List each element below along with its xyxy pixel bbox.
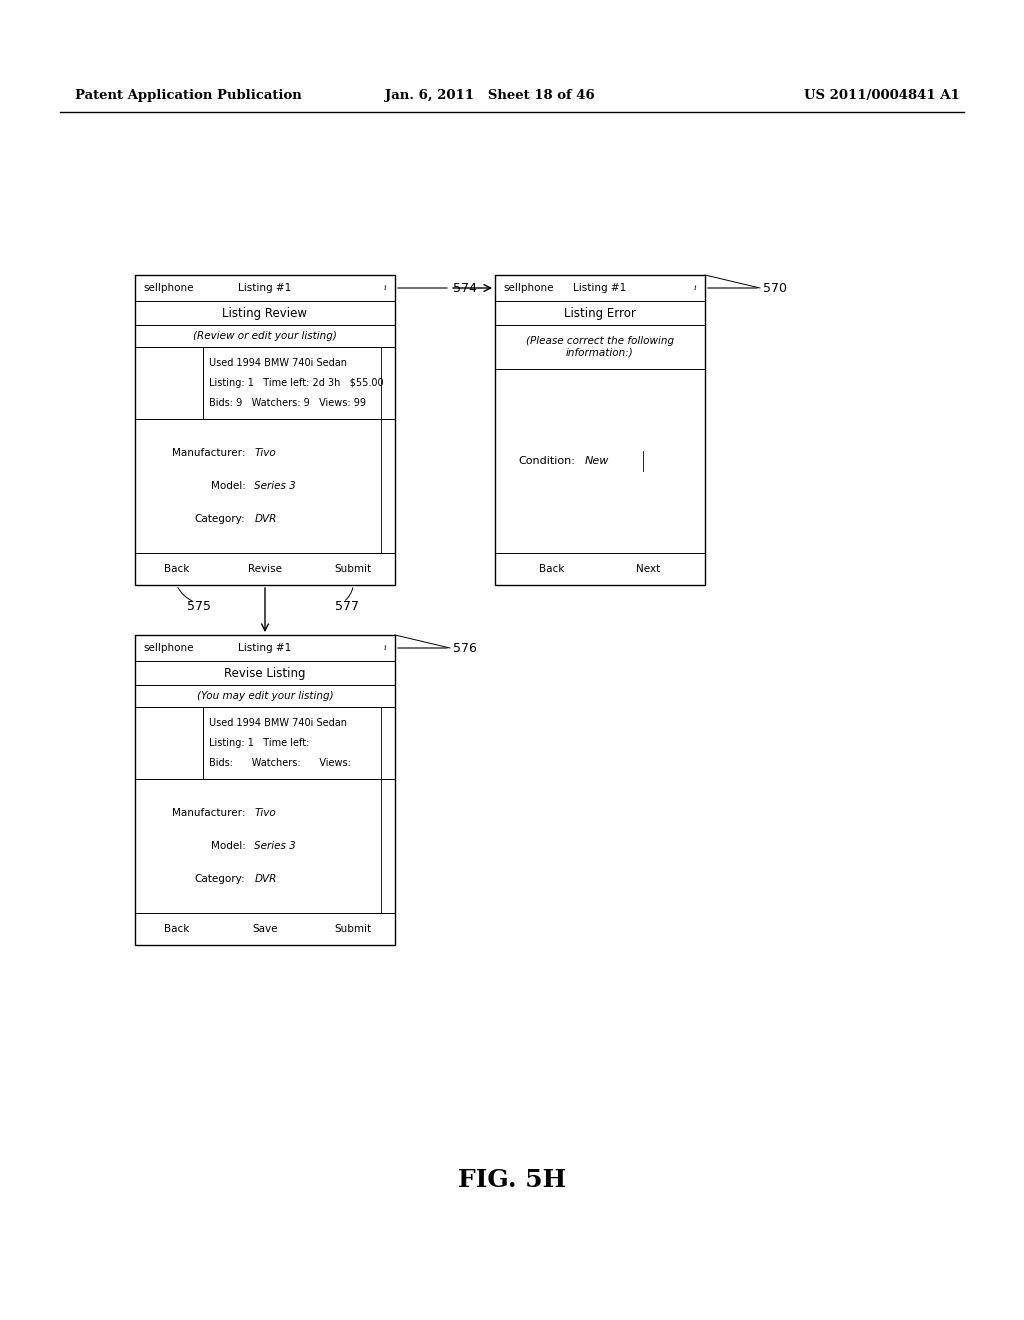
Bar xyxy=(155,730,162,733)
Text: (Review or edit your listing): (Review or edit your listing) xyxy=(194,331,337,341)
FancyBboxPatch shape xyxy=(510,556,594,582)
Text: Category:: Category: xyxy=(195,874,246,884)
Text: Listing: 1   Time left: 2d 3h   $55.00: Listing: 1 Time left: 2d 3h $55.00 xyxy=(209,378,384,388)
Text: Series 3: Series 3 xyxy=(254,480,296,491)
FancyBboxPatch shape xyxy=(606,556,690,582)
FancyBboxPatch shape xyxy=(317,916,389,942)
Bar xyxy=(368,642,370,653)
Text: DVR: DVR xyxy=(254,515,276,524)
Bar xyxy=(368,282,370,293)
Text: Manufacturer:: Manufacturer: xyxy=(172,808,246,817)
Bar xyxy=(135,635,395,945)
Text: Listing #1: Listing #1 xyxy=(573,282,627,293)
FancyBboxPatch shape xyxy=(317,556,389,582)
Bar xyxy=(365,644,367,653)
Text: Back: Back xyxy=(539,564,564,574)
Text: Used 1994 BMW 740i Sedan: Used 1994 BMW 740i Sedan xyxy=(209,718,347,727)
Bar xyxy=(250,837,358,855)
Polygon shape xyxy=(384,902,391,909)
Text: US 2011/0004841 A1: US 2011/0004841 A1 xyxy=(804,88,961,102)
Text: Listing Review: Listing Review xyxy=(222,306,307,319)
Text: (You may edit your listing): (You may edit your listing) xyxy=(197,690,334,701)
Bar xyxy=(381,418,395,553)
Text: Model:: Model: xyxy=(211,841,246,851)
Bar xyxy=(678,282,680,293)
Text: DVR: DVR xyxy=(254,874,276,884)
Text: Used 1994 BMW 740i Sedan: Used 1994 BMW 740i Sedan xyxy=(209,358,347,368)
Bar xyxy=(365,285,367,293)
Text: Submit: Submit xyxy=(335,564,372,574)
Text: Tivo: Tivo xyxy=(254,447,276,458)
Text: Model:: Model: xyxy=(211,480,246,491)
Text: 577: 577 xyxy=(336,601,359,612)
Text: Tivo: Tivo xyxy=(254,808,276,817)
Text: Next: Next xyxy=(636,564,660,574)
Bar xyxy=(671,288,673,293)
Text: FIG. 5H: FIG. 5H xyxy=(458,1168,566,1192)
Text: Listing #1: Listing #1 xyxy=(239,643,292,653)
Bar xyxy=(155,370,162,372)
Text: Condition:: Condition: xyxy=(518,455,574,466)
FancyBboxPatch shape xyxy=(229,916,301,942)
Bar xyxy=(381,708,395,779)
Text: Category:: Category: xyxy=(195,515,246,524)
Text: sellphone: sellphone xyxy=(143,282,194,293)
Bar xyxy=(135,275,395,585)
Text: Patent Application Publication: Patent Application Publication xyxy=(75,88,302,102)
Bar xyxy=(579,451,658,471)
Text: 574: 574 xyxy=(453,281,477,294)
Bar xyxy=(495,275,705,585)
Polygon shape xyxy=(384,711,391,718)
FancyBboxPatch shape xyxy=(140,916,212,942)
Text: Listing #1: Listing #1 xyxy=(239,282,292,293)
Text: Bids:      Watchers:      Views:: Bids: Watchers: Views: xyxy=(209,758,351,768)
Text: sellphone: sellphone xyxy=(143,643,194,653)
Bar xyxy=(154,733,184,754)
Text: Save: Save xyxy=(252,924,278,935)
Bar xyxy=(154,372,184,393)
Text: Bids: 9   Watchers: 9   Views: 99: Bids: 9 Watchers: 9 Views: 99 xyxy=(209,399,366,408)
Text: i: i xyxy=(384,285,386,293)
Bar xyxy=(667,290,670,293)
FancyBboxPatch shape xyxy=(229,556,301,582)
Bar xyxy=(250,870,358,888)
Text: i: i xyxy=(384,644,386,652)
Text: Manufacturer:: Manufacturer: xyxy=(172,447,246,458)
Text: Back: Back xyxy=(164,924,189,935)
Bar xyxy=(357,290,359,293)
Text: 570: 570 xyxy=(763,281,787,294)
Bar xyxy=(381,779,395,913)
Text: i: i xyxy=(693,285,696,293)
Text: Revise Listing: Revise Listing xyxy=(224,667,306,680)
Bar xyxy=(360,288,362,293)
Text: Back: Back xyxy=(164,564,189,574)
Text: sellphone: sellphone xyxy=(503,282,554,293)
Bar xyxy=(250,804,358,821)
Text: Submit: Submit xyxy=(335,924,372,935)
Text: New: New xyxy=(585,455,609,466)
Bar xyxy=(250,477,358,495)
Bar xyxy=(381,347,395,418)
Polygon shape xyxy=(384,351,391,358)
Bar xyxy=(357,651,359,653)
Text: Listing: 1   Time left:: Listing: 1 Time left: xyxy=(209,738,309,748)
FancyBboxPatch shape xyxy=(140,556,212,582)
Text: Jan. 6, 2011   Sheet 18 of 46: Jan. 6, 2011 Sheet 18 of 46 xyxy=(385,88,595,102)
Text: 575: 575 xyxy=(186,601,211,612)
Text: Listing Error: Listing Error xyxy=(564,306,636,319)
Bar xyxy=(360,647,362,653)
Bar xyxy=(250,444,358,462)
Text: 576: 576 xyxy=(453,642,477,655)
Text: Revise: Revise xyxy=(248,564,282,574)
Bar xyxy=(674,285,677,293)
Bar xyxy=(250,511,358,528)
Text: (Please correct the following
information:): (Please correct the following informatio… xyxy=(526,337,674,358)
Text: Series 3: Series 3 xyxy=(254,841,296,851)
Polygon shape xyxy=(384,543,391,549)
Bar xyxy=(643,451,658,471)
Polygon shape xyxy=(646,458,655,465)
